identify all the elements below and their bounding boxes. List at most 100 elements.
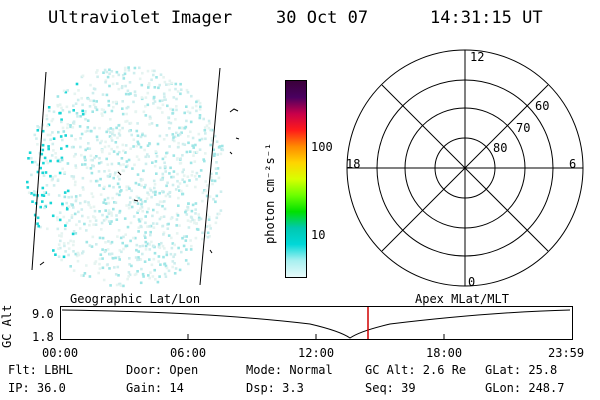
emission-pixel — [107, 144, 111, 148]
emission-pixel — [203, 126, 207, 129]
emission-pixel — [79, 145, 82, 149]
emission-pixel — [151, 161, 154, 164]
emission-pixel — [33, 213, 37, 217]
altitude-orbit-curve — [61, 309, 571, 339]
emission-pixel — [180, 126, 184, 129]
emission-pixel — [62, 255, 66, 259]
emission-pixel — [101, 266, 105, 270]
lat-label-60: 60 — [535, 99, 549, 113]
emission-pixel — [122, 247, 125, 251]
emission-pixel — [66, 162, 70, 165]
emission-pixel — [116, 136, 119, 140]
filter-info: Flt: LBHL — [8, 363, 74, 377]
emission-pixel — [136, 202, 140, 205]
emission-pixel — [49, 201, 53, 205]
emission-pixel — [173, 262, 176, 265]
emission-pixel — [115, 70, 119, 74]
emission-pixel — [216, 212, 220, 216]
emission-pixel — [152, 226, 156, 229]
time-tick-1800: 18:00 — [426, 346, 463, 360]
emission-pixel — [80, 208, 84, 211]
emission-pixel — [79, 137, 82, 140]
emission-pixel — [169, 217, 173, 221]
emission-pixel — [73, 212, 77, 216]
emission-pixel — [109, 242, 113, 245]
emission-pixel — [158, 200, 162, 203]
emission-pixel — [110, 147, 113, 151]
emission-pixel — [68, 219, 71, 222]
emission-pixel — [118, 249, 122, 252]
emission-pixel — [74, 199, 78, 203]
emission-pixel — [143, 148, 146, 152]
emission-pixel — [153, 86, 157, 89]
emission-pixel — [99, 161, 103, 164]
emission-pixel — [74, 232, 78, 235]
emission-pixel — [46, 133, 50, 137]
emission-pixel — [141, 178, 144, 181]
emission-pixel — [190, 174, 194, 177]
emission-pixel — [122, 163, 125, 166]
emission-pixel — [128, 203, 131, 207]
emission-pixel — [141, 209, 144, 213]
emission-pixel — [100, 112, 104, 115]
emission-pixel — [58, 171, 62, 175]
emission-pixel — [45, 117, 49, 121]
emission-pixel — [52, 137, 56, 140]
emission-pixel — [136, 258, 139, 262]
emission-pixel — [151, 69, 154, 73]
emission-pixel — [84, 130, 87, 133]
emission-pixel — [209, 176, 213, 179]
emission-pixel — [106, 248, 110, 251]
emission-pixel — [179, 161, 183, 165]
emission-pixel — [150, 122, 154, 125]
emission-pixel — [117, 162, 121, 165]
emission-pixel — [168, 172, 171, 175]
emission-pixel — [27, 157, 30, 160]
emission-pixel — [139, 258, 143, 261]
emission-pixel — [105, 130, 108, 134]
emission-pixel — [103, 198, 107, 202]
emission-pixel — [42, 161, 45, 165]
emission-pixel — [154, 150, 158, 153]
lat-label-80: 80 — [493, 141, 507, 155]
emission-pixel — [43, 156, 47, 160]
emission-pixel — [114, 273, 118, 276]
emission-pixel — [124, 144, 128, 147]
emission-pixel — [176, 172, 179, 176]
emission-pixel — [61, 126, 65, 130]
emission-pixel — [70, 195, 73, 199]
emission-pixel — [127, 158, 131, 162]
emission-pixel — [140, 96, 144, 99]
emission-pixel — [144, 248, 148, 251]
emission-pixel — [164, 155, 167, 159]
time-tick-1200: 12:00 — [298, 346, 335, 360]
emission-pixel — [91, 195, 95, 199]
emission-pixel — [117, 150, 121, 154]
colorbar-tick-100: 100 — [311, 140, 333, 154]
emission-pixel — [135, 243, 139, 247]
emission-pixel — [148, 243, 151, 246]
emission-pixel — [94, 179, 98, 183]
emission-pixel — [214, 221, 218, 225]
emission-pixel — [164, 275, 168, 278]
emission-pixel — [88, 105, 92, 108]
emission-pixel — [116, 145, 119, 149]
emission-pixel — [118, 134, 122, 137]
emission-pixel — [110, 240, 114, 244]
emission-pixel — [72, 269, 76, 272]
emission-pixel — [126, 185, 130, 189]
emission-pixel — [107, 201, 111, 205]
emission-pixel — [122, 169, 126, 173]
emission-pixel — [59, 111, 62, 115]
emission-pixel — [111, 130, 115, 134]
emission-pixel — [136, 211, 139, 214]
emission-pixel — [165, 151, 168, 155]
emission-pixel — [210, 172, 213, 176]
emission-pixel — [30, 156, 33, 160]
emission-pixel — [184, 125, 188, 129]
emission-pixel — [89, 99, 92, 102]
emission-pixel — [41, 129, 45, 133]
emission-pixel — [200, 137, 204, 141]
emission-pixel — [85, 229, 88, 232]
apex-label: Apex MLat/MLT — [415, 292, 509, 306]
